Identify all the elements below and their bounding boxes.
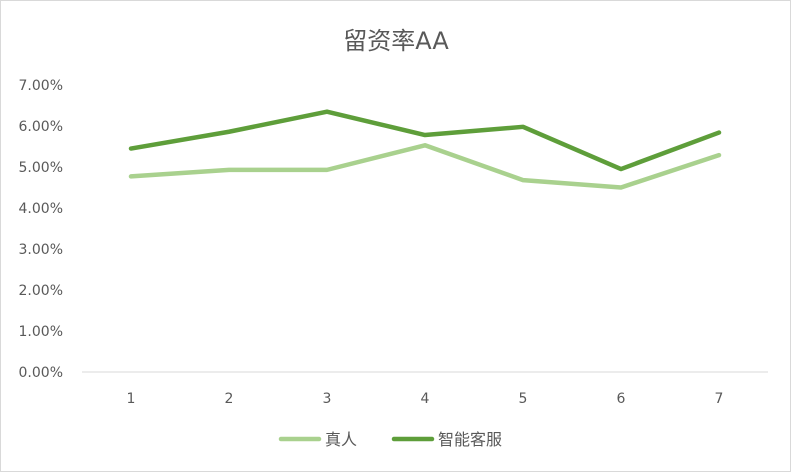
x-tick-label: 3	[323, 391, 332, 407]
y-tick-label: 7.00%	[19, 78, 63, 94]
y-tick-label: 5.00%	[19, 160, 63, 176]
legend: 真人 智能客服	[278, 430, 502, 449]
y-tick-label: 6.00%	[19, 119, 63, 135]
y-tick-label: 1.00%	[19, 324, 63, 340]
x-tick-label: 2	[225, 391, 234, 407]
x-tick-label: 5	[519, 391, 528, 407]
x-axis: 1 2 3 4 5 6 7	[127, 391, 724, 407]
y-axis: 0.00% 1.00% 2.00% 3.00% 4.00% 5.00% 6.00% 7.00%	[19, 78, 63, 381]
series-lines	[128, 109, 722, 190]
y-tick-label: 3.00%	[19, 242, 63, 258]
x-tick-label: 6	[617, 391, 626, 407]
x-tick-label: 7	[715, 391, 724, 407]
legend-label: 智能客服	[438, 430, 502, 449]
legend-label: 真人	[325, 430, 357, 449]
chart-title: 留资率AA	[343, 27, 449, 55]
series-line-1	[128, 109, 722, 172]
y-tick-label: 4.00%	[19, 201, 63, 217]
y-tick-label: 2.00%	[19, 283, 63, 299]
y-tick-label: 0.00%	[19, 365, 63, 381]
x-tick-label: 1	[127, 391, 136, 407]
x-tick-label: 4	[421, 391, 430, 407]
